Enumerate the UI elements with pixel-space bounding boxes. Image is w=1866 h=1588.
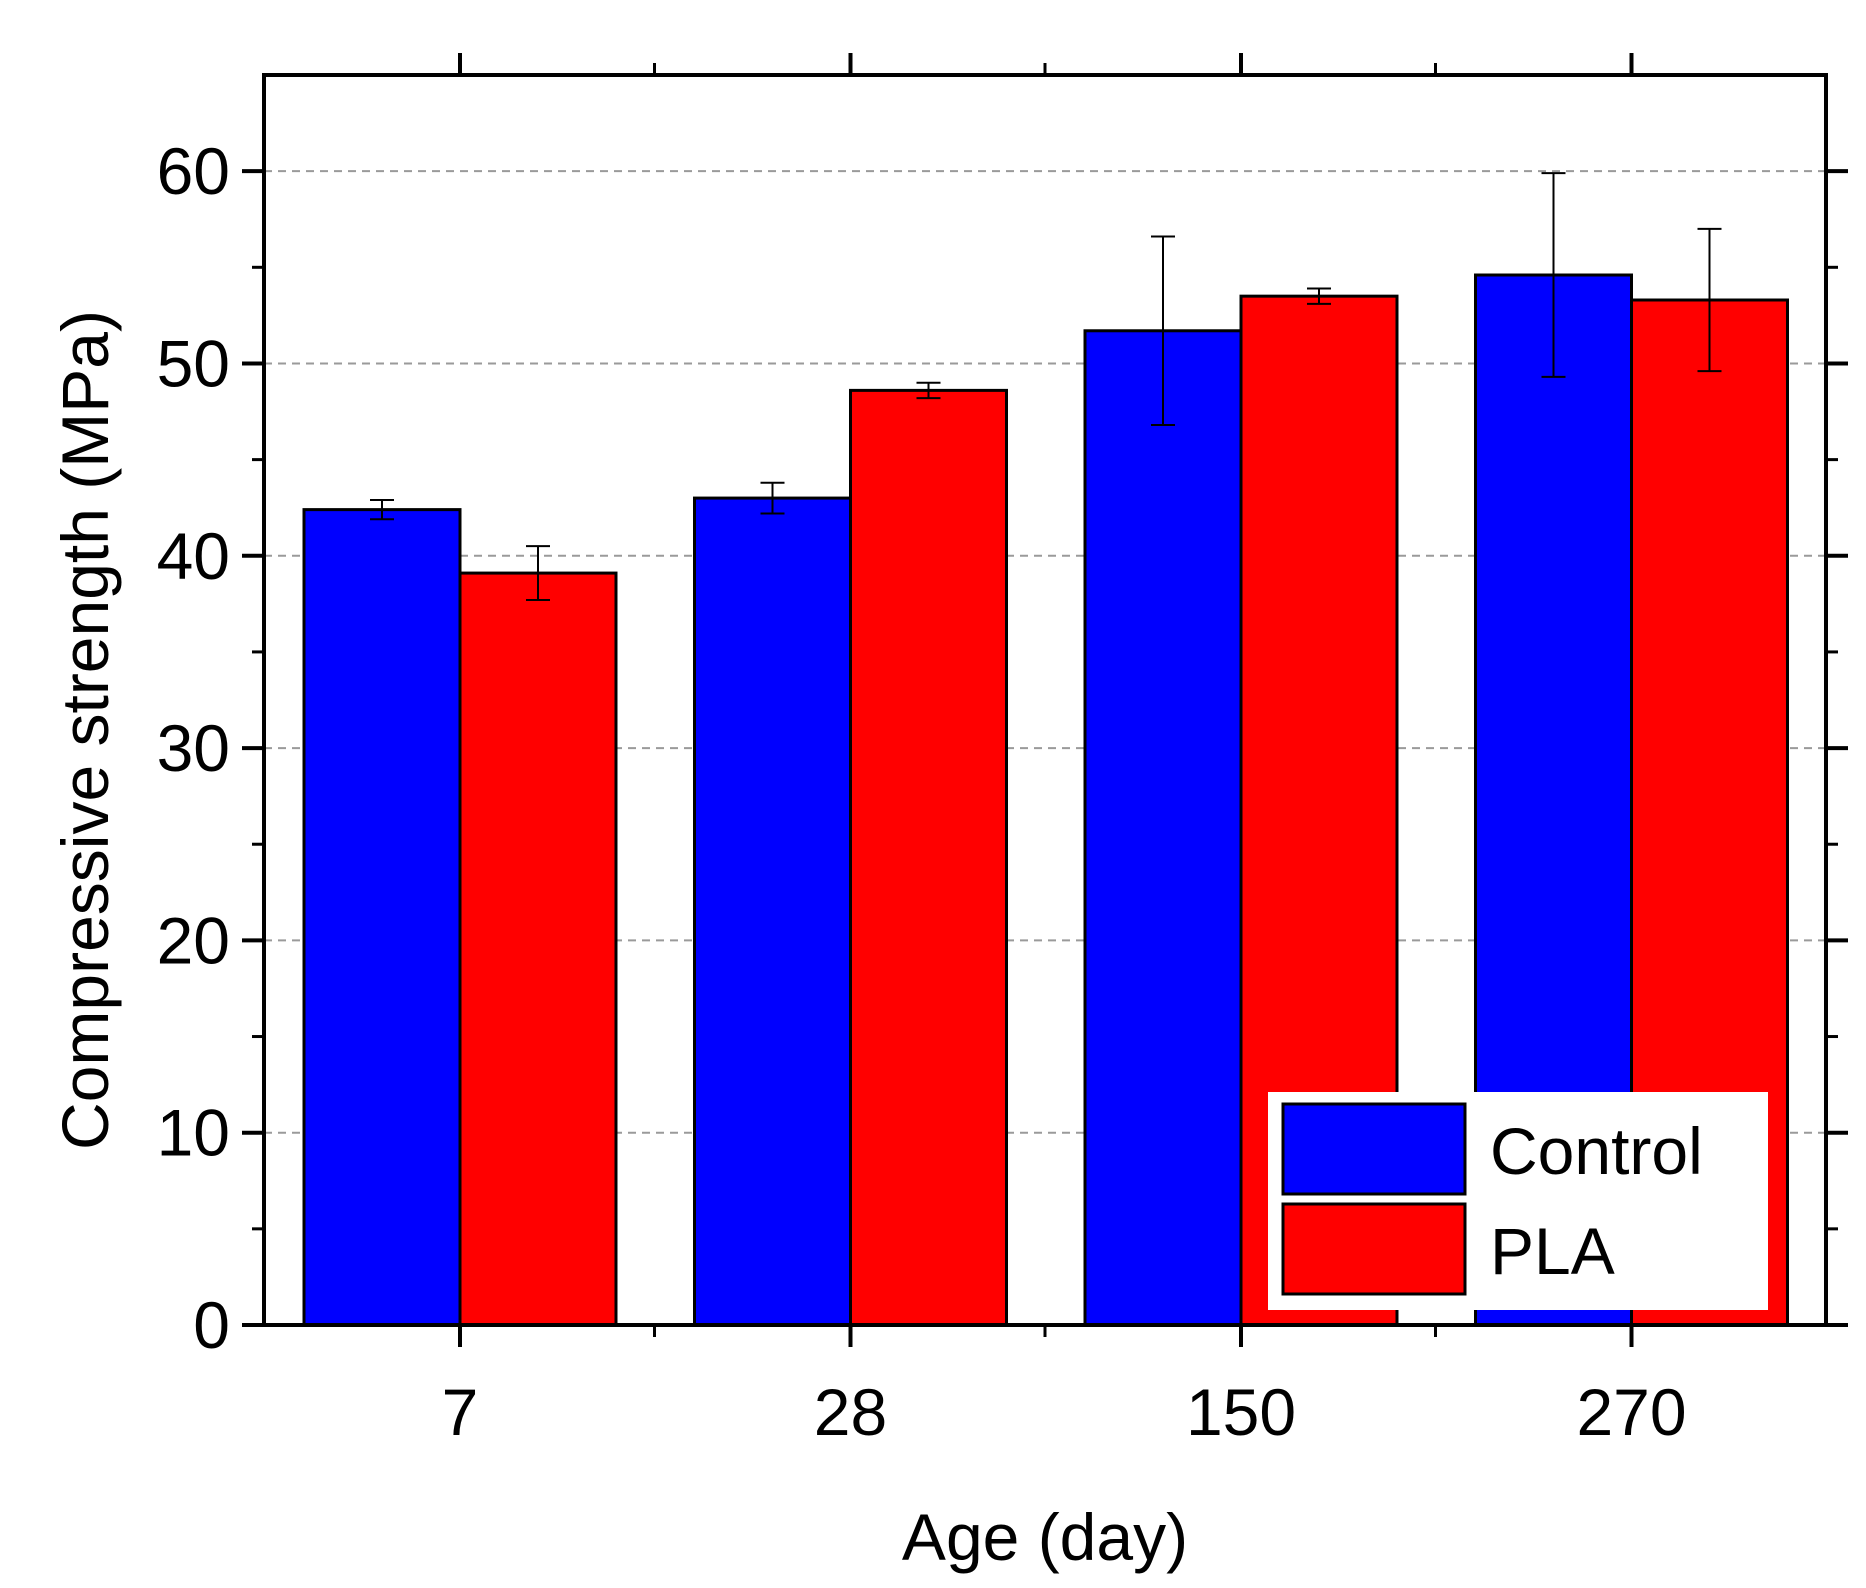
y-tick-label-10: 10: [157, 1096, 230, 1170]
bar-pla-7: [458, 571, 618, 1327]
y-axis-title: Compressive strength (MPa): [48, 310, 122, 1150]
y-tick-label-40: 40: [157, 519, 230, 593]
y-tick-label-60: 60: [157, 134, 230, 208]
x-tick-labels: 7 28 150 270: [442, 1375, 1687, 1449]
legend-swatch-pla: [1281, 1202, 1467, 1296]
legend: Control PLA: [1268, 1092, 1768, 1310]
x-tick-label-150: 150: [1186, 1375, 1296, 1449]
y-tick-label-20: 20: [157, 903, 230, 977]
x-tick-label-28: 28: [814, 1375, 887, 1449]
x-axis-title: Age (day): [902, 1500, 1188, 1574]
y-tick-labels: 0 10 20 30 40 50 60: [157, 134, 230, 1362]
y-tick-label-30: 30: [157, 711, 230, 785]
x-tick-label-7: 7: [442, 1375, 479, 1449]
bar-control-150: [1083, 329, 1243, 1327]
error-bars: [370, 172, 1722, 601]
axis-ticks: [242, 53, 1848, 1347]
legend-swatch-control: [1281, 1102, 1467, 1196]
x-tick-label-270: 270: [1576, 1375, 1686, 1449]
y-tick-label-0: 0: [193, 1288, 230, 1362]
bar-control-28: [693, 496, 852, 1327]
bar-control-7: [302, 508, 462, 1327]
y-tick-label-50: 50: [157, 326, 230, 400]
legend-label-control: Control: [1490, 1114, 1703, 1188]
legend-label-pla: PLA: [1490, 1214, 1615, 1288]
bar-pla-28: [849, 388, 1008, 1327]
